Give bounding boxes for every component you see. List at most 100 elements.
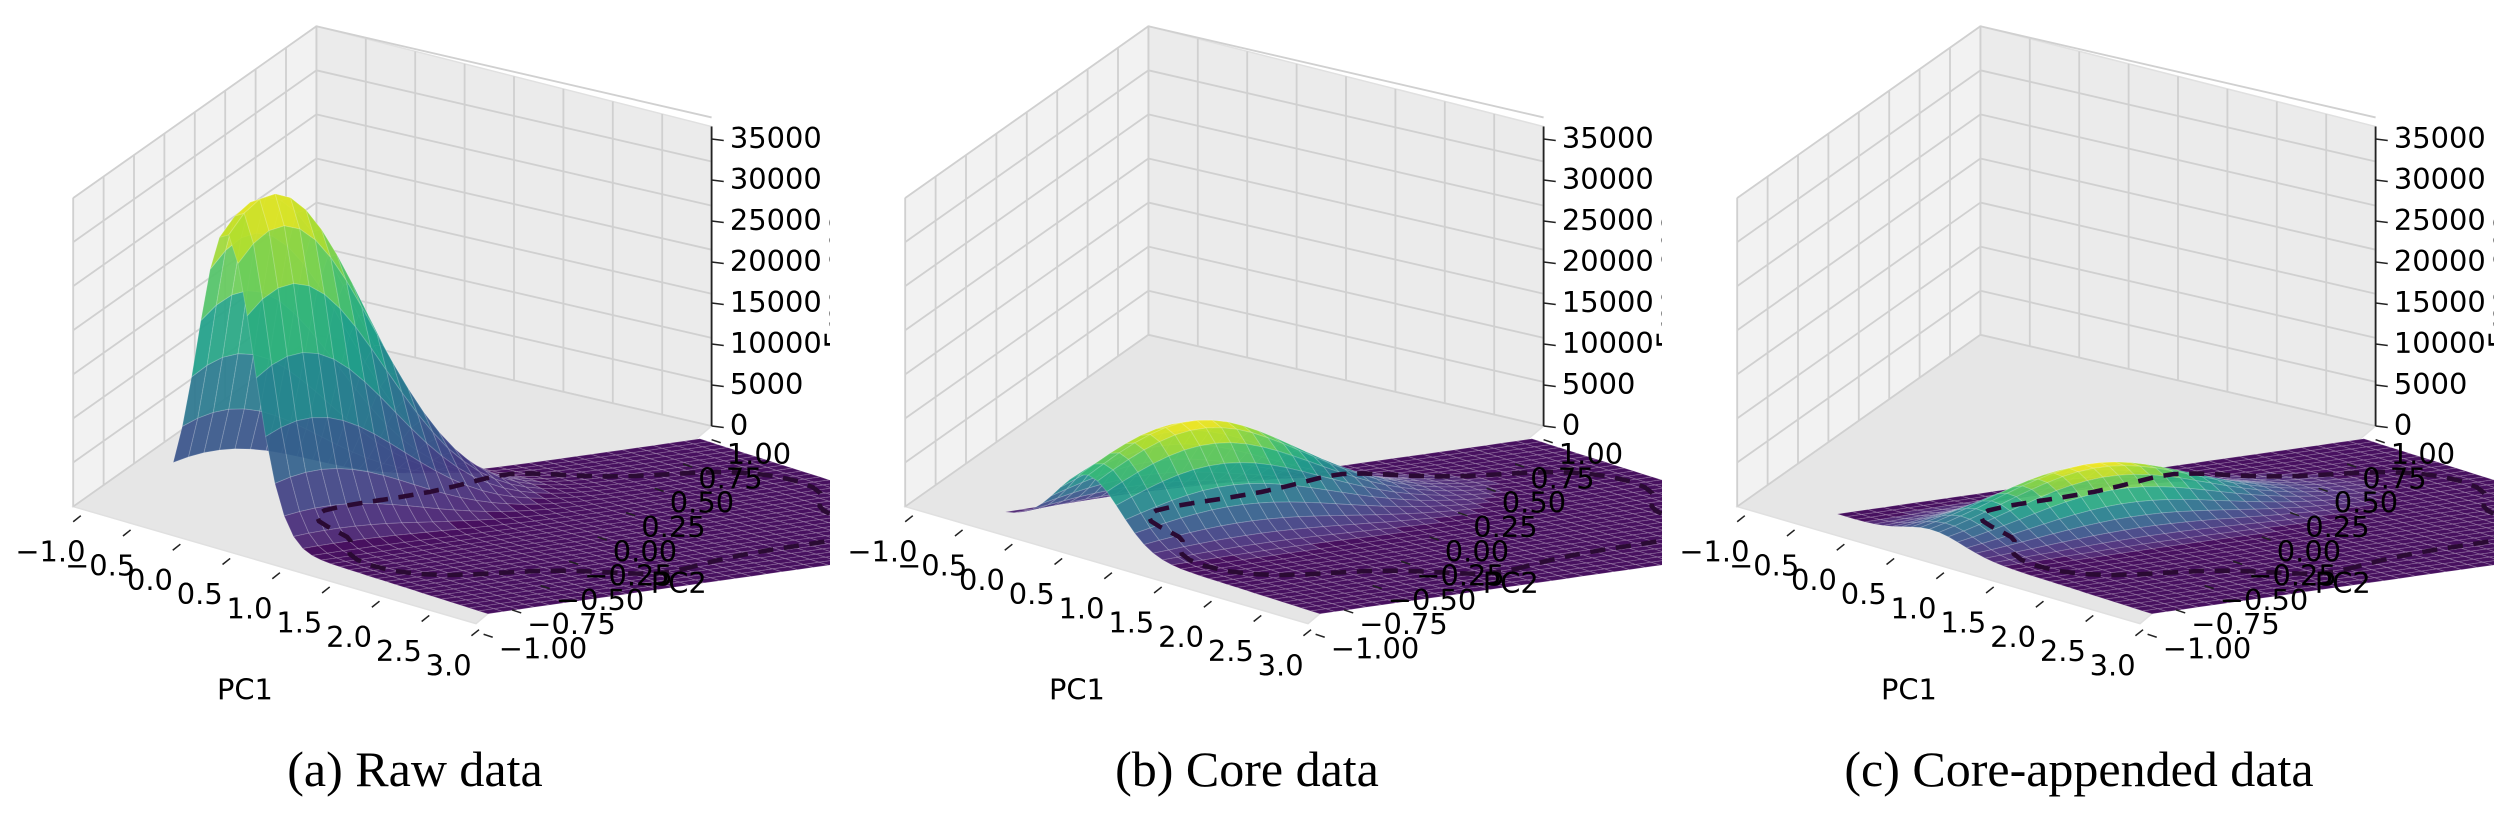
x-tick: [2134, 629, 2144, 637]
x-tick: [72, 515, 82, 523]
y-tick: [1372, 584, 1382, 590]
z-tick: [2375, 425, 2388, 429]
y-tick: [597, 536, 607, 541]
surface-plot-a: 0 5000 10000 15000 20000 25000 30000 35000 Frequ…: [15, 24, 830, 707]
x-tick-label: 1.0: [1059, 591, 1105, 625]
z-tick-label: 20000: [730, 244, 822, 278]
grid-line: [1980, 289, 2376, 383]
surface-cell: [524, 601, 550, 608]
y-tick: [1514, 463, 1525, 468]
x-tick: [904, 515, 914, 523]
surface-cell: [2490, 492, 2494, 495]
y-tick: [1543, 438, 1553, 444]
surface-plot-b: 0 5000 10000 15000 20000 25000 30000 35000 Frequ…: [847, 24, 1662, 707]
z-tick-label: 5000: [730, 367, 803, 401]
z-tick: [2375, 384, 2388, 388]
x-axis: −1.0−0.50.0 0.5 1.0 1.5 2.0 2.5 3.0 PC1: [15, 515, 480, 707]
grid-line: [904, 201, 1149, 376]
y-tick: [682, 463, 693, 468]
y-tick-label: 0.25: [1473, 510, 1537, 544]
x-tick-label: −0.5: [65, 549, 135, 583]
chart-panel-a: 0 5000 10000 15000 20000 25000 30000 35000 Frequ…: [0, 0, 830, 840]
grid-line: [1736, 113, 1981, 287]
surface-cell: [2486, 526, 2494, 531]
z-tick-label: 10000: [2394, 326, 2486, 360]
z-tick: [711, 138, 724, 142]
x-tick-label: 1.5: [1108, 606, 1154, 640]
y-tick-label: 0.75: [2362, 461, 2426, 495]
surface-cell: [1527, 577, 1553, 584]
surface-cell: [2173, 603, 2199, 610]
x-tick-label: 3.0: [2090, 648, 2136, 682]
z-tick: [2375, 302, 2388, 306]
y-tick: [568, 560, 579, 566]
z-tick: [1543, 425, 1556, 429]
x-tick-label: 0.5: [1009, 577, 1055, 611]
x-tick: [371, 600, 380, 608]
y-tick-label: −0.50: [556, 583, 645, 617]
grid-line: [1148, 25, 1544, 119]
surface-cell: [1657, 555, 1662, 559]
x-tick: [172, 543, 181, 551]
z-tick-label: 30000: [730, 162, 822, 196]
x-tick: [1302, 629, 1312, 637]
z-tick: [1543, 179, 1556, 183]
x-axis-label: PC1: [1049, 673, 1105, 707]
grid-line: [72, 113, 317, 287]
surface-cell: [822, 547, 830, 552]
y-axis: −1.00−0.75−0.50−0.250.000.250.500.751.00…: [483, 437, 791, 666]
y-tick-label: 0.50: [2334, 486, 2398, 520]
grid-line: [316, 289, 712, 383]
y-tick: [2261, 536, 2271, 541]
y-tick: [2289, 511, 2300, 517]
z-tick-label: 35000: [2394, 121, 2486, 155]
surface-cell: [2487, 483, 2494, 488]
y-tick-label: 1.00: [2391, 437, 2455, 471]
y-tick-label: −1.00: [2163, 632, 2252, 666]
y-axis-label: PC2: [1483, 566, 1539, 600]
surface-cell: [2486, 504, 2494, 510]
surface-cell: [664, 581, 690, 588]
grid-line: [1736, 245, 1981, 420]
z-tick: [1543, 138, 1556, 142]
y-tick: [711, 438, 721, 444]
z-axis-label: Frequency: [1650, 199, 1662, 348]
z-tick: [711, 220, 724, 224]
z-tick-label: 0: [2394, 408, 2412, 442]
surface-cell: [726, 572, 752, 579]
x-tick-label: 1.0: [1891, 591, 1937, 625]
surface-cell: [493, 606, 519, 613]
grid-line: [316, 245, 712, 339]
grid-line: [904, 25, 1149, 199]
grid-line: [1980, 157, 2376, 251]
y-tick-label: 0.00: [2277, 534, 2341, 568]
surface-cell: [1654, 547, 1662, 552]
y-tick-label: −0.75: [2191, 607, 2280, 641]
x-tick-label: 0.5: [177, 577, 223, 611]
z-tick-label: 35000: [1562, 121, 1654, 155]
z-tick: [1543, 220, 1556, 224]
grid-line: [904, 289, 1149, 464]
plot-area: 0 5000 10000 15000 20000 25000 30000 35000 Frequ…: [1679, 24, 2494, 707]
z-tick-label: 0: [1562, 408, 1580, 442]
x-tick: [2085, 614, 2094, 623]
surface-cell: [828, 521, 830, 524]
x-tick-label: 0.5: [1841, 577, 1887, 611]
y-tick-label: 0.75: [698, 461, 762, 495]
y-tick-label: −0.75: [527, 607, 616, 641]
y-tick: [2204, 584, 2214, 590]
surface-cell: [825, 534, 830, 538]
x-tick-label: −1.0: [1679, 534, 1749, 568]
grid-line: [904, 69, 1149, 243]
x-tick: [1153, 586, 1163, 594]
surface-cell: [829, 500, 830, 502]
chart-panel-b: 0 5000 10000 15000 20000 25000 30000 35000 Frequ…: [832, 0, 1662, 840]
boundary-contour: [1145, 469, 1662, 578]
x-tick: [954, 529, 964, 537]
x-axis-label: PC1: [217, 673, 273, 707]
x-tick-label: 3.0: [1258, 648, 1304, 682]
caption-c: (c) Core-appended data: [1844, 741, 2314, 797]
z-tick-label: 25000: [1562, 203, 1654, 237]
surface-cell: [1655, 483, 1662, 488]
grid-line: [1148, 289, 1544, 383]
